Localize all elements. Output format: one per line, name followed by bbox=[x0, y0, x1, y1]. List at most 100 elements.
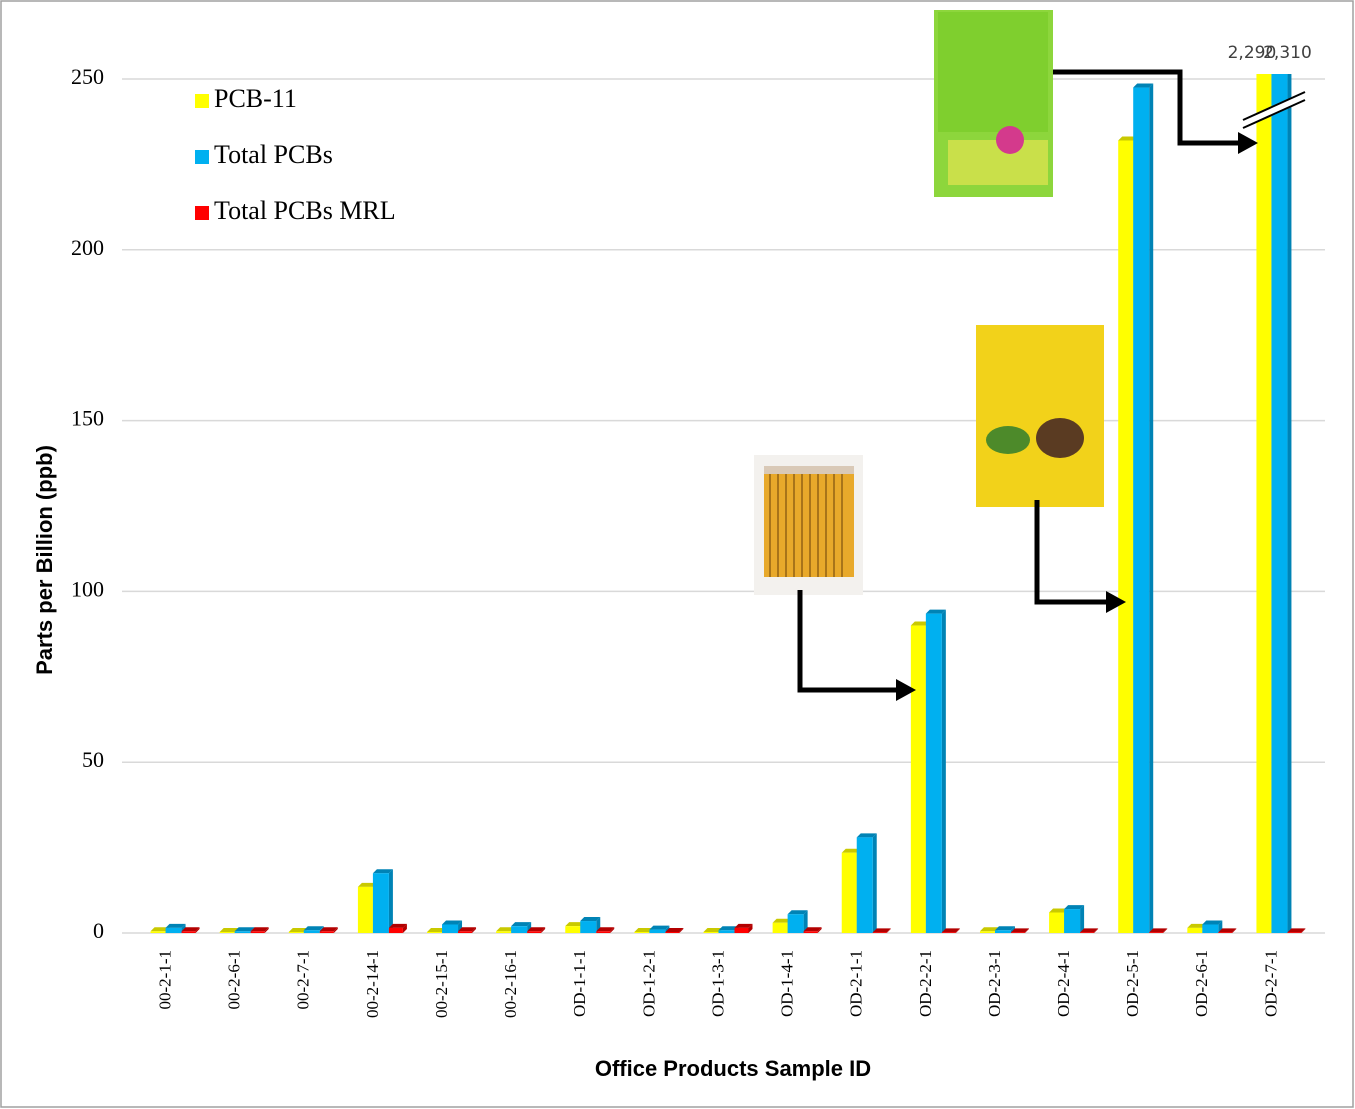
bar-side bbox=[955, 928, 960, 933]
bar bbox=[1049, 912, 1065, 933]
bar bbox=[649, 929, 666, 933]
legend-swatch bbox=[195, 206, 209, 220]
bar-side bbox=[1080, 905, 1085, 933]
bar-top bbox=[1218, 928, 1237, 933]
x-tick-label: OD-2-4-1 bbox=[1054, 950, 1073, 1017]
bar bbox=[718, 930, 735, 933]
bar-side bbox=[803, 910, 808, 933]
bar-top bbox=[718, 926, 739, 931]
bar-top bbox=[580, 917, 601, 922]
bar bbox=[427, 931, 443, 933]
legend-label: Total PCBs bbox=[214, 140, 333, 169]
x-tick-label: OD-2-6-1 bbox=[1192, 950, 1211, 1017]
bar-side bbox=[402, 923, 407, 933]
bar-top bbox=[941, 928, 960, 933]
bar-top bbox=[234, 927, 255, 932]
bar-side bbox=[472, 927, 477, 933]
bar-side bbox=[941, 609, 946, 933]
bar bbox=[1133, 87, 1150, 934]
bar-top bbox=[1149, 928, 1168, 933]
bar-top bbox=[527, 927, 546, 932]
bar-top bbox=[357, 882, 377, 887]
bar bbox=[234, 931, 251, 933]
bar-top bbox=[303, 926, 324, 931]
bar-side bbox=[610, 927, 615, 933]
bar-top bbox=[511, 922, 532, 927]
bar-side bbox=[872, 833, 877, 933]
bar bbox=[665, 931, 680, 933]
legend-label: PCB-11 bbox=[214, 84, 297, 113]
bar-top bbox=[496, 927, 516, 932]
x-tick-label: 00-2-14-1 bbox=[363, 950, 382, 1018]
bar bbox=[319, 931, 334, 933]
bar-side bbox=[1301, 928, 1306, 933]
bar bbox=[841, 852, 857, 933]
bar bbox=[357, 886, 373, 933]
bar-side bbox=[679, 927, 684, 933]
legend-swatch bbox=[195, 150, 209, 164]
bar-top bbox=[841, 848, 861, 853]
x-tick-label: OD-2-7-1 bbox=[1261, 950, 1280, 1017]
bar-top bbox=[250, 927, 269, 932]
bar-side bbox=[1094, 928, 1099, 933]
photo-pencils bbox=[754, 455, 863, 595]
bar bbox=[941, 932, 956, 933]
bar bbox=[1271, 74, 1288, 933]
bar-side bbox=[1232, 928, 1237, 933]
bar bbox=[565, 926, 581, 933]
y-tick-label: 100 bbox=[71, 576, 104, 601]
bar-top bbox=[665, 927, 684, 932]
bar bbox=[496, 931, 512, 933]
bar bbox=[1010, 932, 1025, 933]
y-axis-title: Parts per Billion (ppb) bbox=[32, 445, 57, 675]
bar bbox=[910, 625, 926, 933]
bar-top bbox=[803, 927, 822, 932]
bar-top bbox=[1080, 928, 1099, 933]
bar-side bbox=[1287, 74, 1292, 933]
x-tick-label: 00-2-1-1 bbox=[155, 950, 174, 1009]
bar-top bbox=[1287, 928, 1306, 933]
bar-side bbox=[541, 927, 546, 933]
y-tick-label: 250 bbox=[71, 64, 104, 89]
y-tick-label: 0 bbox=[93, 918, 104, 943]
bar-top bbox=[772, 918, 792, 923]
photo-foam bbox=[934, 10, 1053, 197]
bar-top bbox=[565, 922, 585, 927]
x-tick-label: OD-2-3-1 bbox=[985, 950, 1004, 1017]
bar bbox=[856, 837, 873, 933]
x-tick-label: OD-1-3-1 bbox=[708, 950, 727, 1017]
bar bbox=[527, 931, 542, 933]
bar bbox=[1287, 932, 1302, 933]
bar bbox=[250, 931, 265, 933]
x-tick-label: 00-2-6-1 bbox=[225, 950, 244, 1009]
bar bbox=[803, 931, 818, 933]
bar-side bbox=[333, 927, 338, 933]
bar-side bbox=[264, 927, 269, 933]
bar-top bbox=[925, 609, 946, 614]
bar bbox=[703, 931, 719, 933]
bar-top bbox=[165, 923, 186, 928]
y-tick-label: 150 bbox=[71, 406, 104, 431]
bar bbox=[165, 927, 182, 933]
bar bbox=[458, 931, 473, 933]
x-tick-label: 00-2-15-1 bbox=[432, 950, 451, 1018]
bar-side bbox=[195, 927, 200, 933]
bar-top bbox=[181, 927, 200, 932]
bar bbox=[1256, 74, 1272, 933]
bar-top bbox=[427, 927, 447, 932]
bar-top bbox=[703, 927, 723, 932]
bar bbox=[634, 931, 650, 933]
bar bbox=[219, 931, 235, 933]
bar-top bbox=[288, 927, 308, 932]
bar-top bbox=[319, 927, 338, 932]
bar-top bbox=[219, 927, 239, 932]
bar bbox=[1187, 927, 1203, 933]
bar-top bbox=[596, 927, 615, 932]
bar-top bbox=[458, 927, 477, 932]
bar-top bbox=[442, 920, 463, 925]
bar-top bbox=[872, 928, 891, 933]
x-tick-label: OD-1-1-1 bbox=[570, 950, 589, 1017]
y-tick-label: 50 bbox=[82, 747, 104, 772]
bar-top bbox=[1202, 920, 1223, 925]
x-tick-label: OD-2-1-1 bbox=[847, 950, 866, 1017]
